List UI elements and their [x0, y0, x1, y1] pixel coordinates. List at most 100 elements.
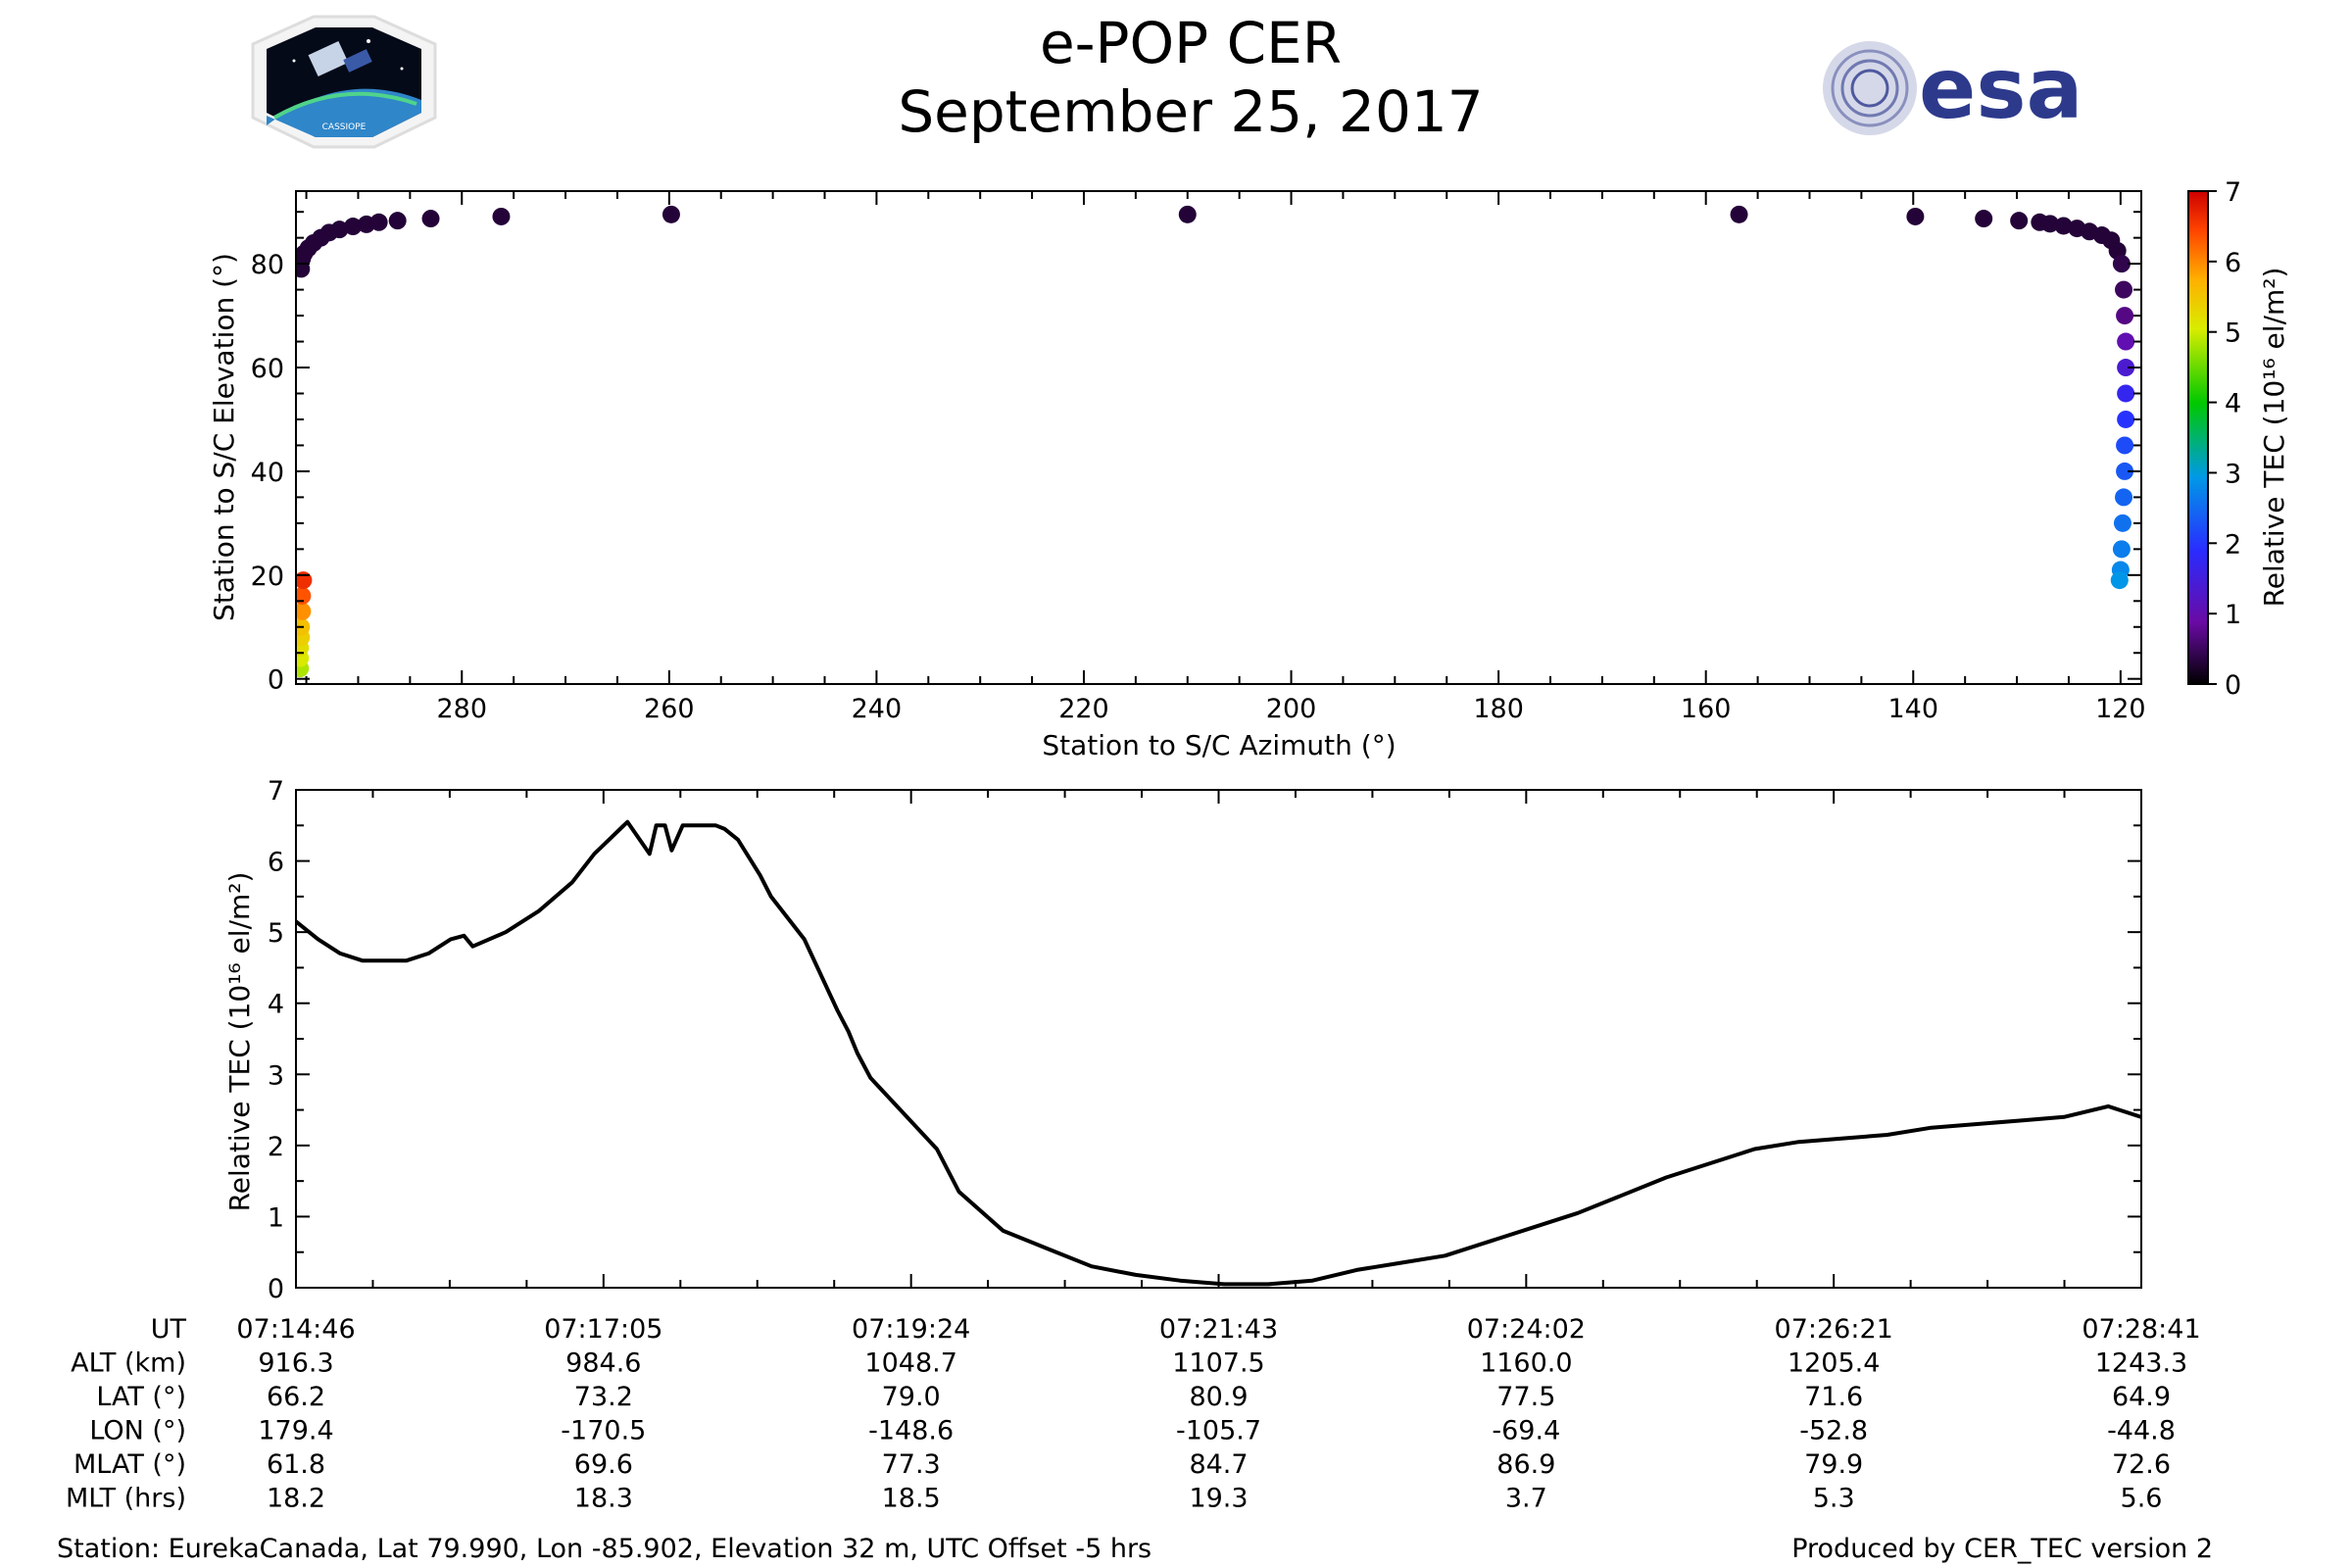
info-cell: 61.8 — [267, 1449, 325, 1480]
azel-point — [2117, 384, 2135, 403]
azel-y-tick-label: 60 — [251, 354, 284, 384]
info-cell: 07:19:24 — [852, 1314, 970, 1345]
azel-x-tick-label: 260 — [644, 694, 695, 724]
info-cell: 71.6 — [1804, 1382, 1863, 1412]
info-cell: 1160.0 — [1480, 1348, 1572, 1379]
info-row-label: LAT (°) — [96, 1382, 186, 1412]
info-cell: 07:21:43 — [1159, 1314, 1278, 1345]
azel-x-tick-label: 160 — [1681, 694, 1732, 724]
azel-y-tick-label: 40 — [251, 458, 284, 488]
tec-plot-frame — [295, 789, 2142, 1289]
cassiope-logo: CASSIOPE — [251, 15, 437, 149]
tec-y-tick-label: 5 — [268, 918, 284, 949]
info-row-label: ALT (km) — [71, 1348, 186, 1379]
info-cell: 07:14:46 — [236, 1314, 355, 1345]
azel-point — [296, 602, 312, 620]
azel-x-tick-label: 120 — [2095, 694, 2146, 724]
colorbar-tick-label: 5 — [2225, 318, 2241, 349]
tec-y-tick-label: 1 — [268, 1202, 284, 1233]
azel-y-tick-label: 20 — [251, 562, 284, 592]
azel-point — [492, 207, 511, 225]
azel-x-tick-label: 140 — [1887, 694, 1938, 724]
info-row-label: MLT (hrs) — [66, 1484, 186, 1514]
azel-point — [1975, 210, 1993, 228]
station-info: Station: EurekaCanada, Lat 79.990, Lon -… — [57, 1534, 1152, 1564]
info-row-label: LON (°) — [89, 1416, 186, 1446]
info-cell: 80.9 — [1189, 1382, 1248, 1412]
info-cell: 1107.5 — [1172, 1348, 1264, 1379]
info-cell: -44.8 — [2107, 1416, 2176, 1446]
info-cell: 19.3 — [1189, 1484, 1248, 1514]
info-cell: -69.4 — [1492, 1416, 1560, 1446]
azel-point — [388, 212, 407, 230]
info-cell: -52.8 — [1799, 1416, 1868, 1446]
info-cell: 18.3 — [574, 1484, 633, 1514]
azel-point — [1730, 205, 1748, 223]
azel-point — [2040, 215, 2059, 233]
tec-series-line — [296, 819, 2141, 1287]
produced-by: Produced by CER_TEC version 2 — [1791, 1534, 2213, 1564]
colorbar-tick-label: 2 — [2225, 529, 2241, 560]
azel-point — [2115, 488, 2133, 507]
azel-point — [2112, 255, 2131, 273]
colorbar-tick-label: 0 — [2225, 670, 2241, 701]
tec-y-tick-label: 4 — [268, 990, 284, 1020]
esa-logo: esa — [1823, 40, 2083, 138]
info-row-label: UT — [151, 1314, 187, 1345]
colorbar-gradient — [2187, 190, 2209, 685]
info-cell: 984.6 — [565, 1348, 641, 1379]
info-cell: 179.4 — [258, 1416, 333, 1446]
info-cell: 5.3 — [1813, 1484, 1855, 1514]
colorbar-tick-label: 4 — [2225, 389, 2241, 419]
info-cell: -148.6 — [868, 1416, 954, 1446]
azel-y-tick-label: 0 — [268, 665, 284, 696]
colorbar-label: Relative TEC (10¹⁶ el/m²) — [2258, 268, 2290, 608]
azel-plot-frame — [295, 190, 2142, 685]
info-cell: -170.5 — [561, 1416, 646, 1446]
info-cell: 1205.4 — [1788, 1348, 1880, 1379]
colorbar-tick-label: 6 — [2225, 248, 2241, 278]
azel-point — [344, 218, 363, 236]
azel-point — [296, 571, 313, 590]
tec-y-tick-label: 7 — [268, 776, 284, 807]
cassiope-logo-text: CASSIOPE — [322, 122, 367, 132]
tec-y-tick-label: 6 — [268, 848, 284, 878]
azel-plot: 280 260 240 220 200 180 160 140 120 0 20 40 60 80 Sta… — [208, 190, 2146, 761]
colorbar-tick-label: 7 — [2225, 177, 2241, 208]
azel-point — [2117, 410, 2135, 428]
info-cell: 07:28:41 — [2082, 1314, 2200, 1345]
info-cell: 64.9 — [2112, 1382, 2171, 1412]
info-cell: 18.2 — [267, 1484, 325, 1514]
tec-plot: 0 1 2 3 4 5 6 7 Relative TEC (10¹⁶ el/m²) — [223, 776, 2142, 1304]
azel-y-tick-label: 80 — [251, 250, 284, 280]
info-cell: 69.6 — [574, 1449, 633, 1480]
azel-point — [1906, 207, 1925, 225]
azel-point — [2116, 436, 2134, 455]
azel-y-label: Station to S/C Elevation (°) — [208, 253, 240, 621]
info-cell: 1243.3 — [2095, 1348, 2187, 1379]
colorbar: 0 1 2 3 4 5 6 7 Relative TEC (10¹⁶ el/m²) — [2187, 177, 2290, 701]
azel-point — [369, 213, 388, 231]
info-cell: 18.5 — [882, 1484, 941, 1514]
azel-x-tick-label: 280 — [436, 694, 487, 724]
azel-point — [2117, 359, 2135, 377]
azel-x-tick-label: 240 — [852, 694, 903, 724]
info-cell: 07:17:05 — [544, 1314, 662, 1345]
azel-x-tick-label: 200 — [1266, 694, 1317, 724]
colorbar-tick-label: 1 — [2225, 600, 2241, 630]
info-cell: 66.2 — [267, 1382, 325, 1412]
info-cell: 84.7 — [1189, 1449, 1248, 1480]
esa-logo-text: esa — [1919, 40, 2083, 138]
azel-point — [2010, 212, 2029, 230]
azel-point — [2112, 540, 2131, 559]
azel-point — [330, 220, 349, 239]
azel-x-tick-label: 220 — [1058, 694, 1109, 724]
azel-point — [662, 205, 680, 223]
azel-point — [2116, 307, 2134, 325]
azel-point — [2116, 462, 2134, 480]
info-cell: 3.7 — [1505, 1484, 1547, 1514]
azel-point — [421, 210, 440, 228]
info-cell: 07:26:21 — [1775, 1314, 1893, 1345]
info-row-label: MLAT (°) — [74, 1449, 186, 1480]
